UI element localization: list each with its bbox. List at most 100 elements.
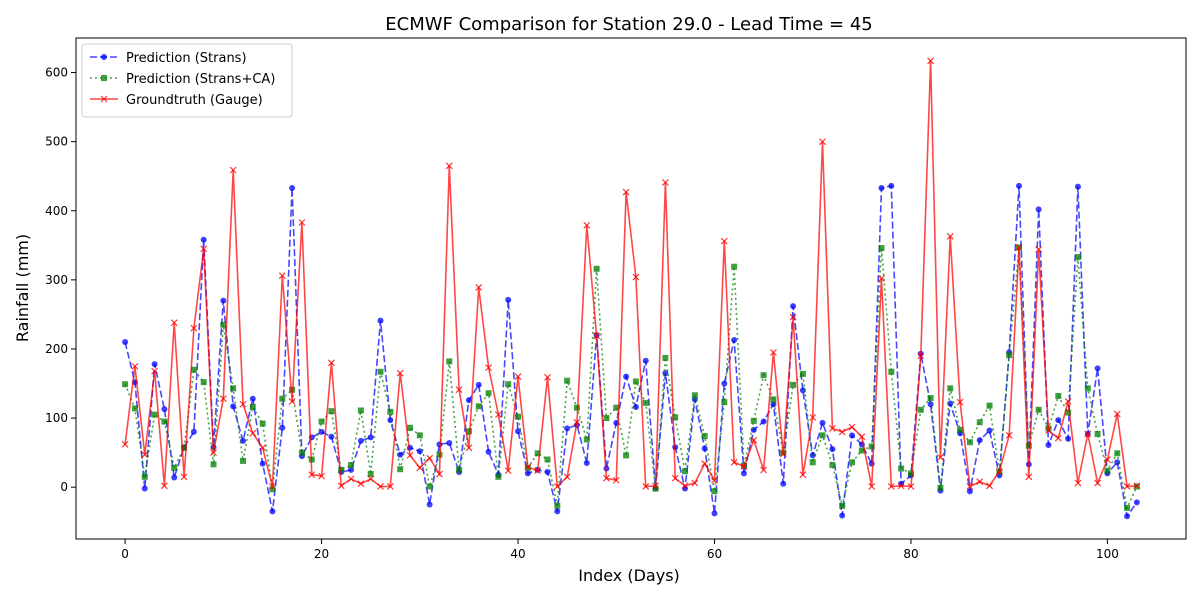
data-point [740, 463, 748, 470]
data-point [986, 402, 993, 409]
data-point [849, 432, 856, 439]
data-point [976, 478, 984, 486]
data-point [760, 466, 768, 474]
data-point [219, 395, 227, 403]
data-point [436, 441, 443, 448]
data-point [878, 245, 885, 252]
data-point [348, 466, 355, 473]
data-point [161, 418, 168, 425]
data-point [122, 381, 129, 388]
data-point [151, 361, 158, 368]
data-point [161, 406, 168, 413]
series-line-0 [124, 184, 1138, 519]
data-point [1124, 504, 1131, 511]
y-tick-label: 300 [45, 273, 68, 287]
data-point [190, 428, 197, 435]
data-point [976, 437, 983, 444]
data-point [544, 373, 551, 381]
data-point [308, 471, 316, 479]
legend-marker-0 [101, 54, 107, 60]
data-point [691, 479, 699, 487]
x-tick-label: 80 [903, 547, 918, 561]
chart-title: ECMWF Comparison for Station 29.0 - Lead… [385, 14, 873, 35]
data-point [337, 482, 345, 490]
data-point [416, 448, 423, 455]
data-point [966, 483, 974, 490]
data-point [1084, 385, 1091, 392]
data-point [416, 464, 424, 472]
data-point [475, 284, 483, 291]
data-point [131, 405, 138, 412]
data-point [878, 275, 885, 282]
data-point [210, 449, 217, 457]
data-point [121, 440, 129, 448]
data-point [190, 324, 198, 332]
data-point [711, 476, 718, 484]
data-point [642, 399, 649, 406]
data-point [1025, 442, 1032, 449]
data-point [1065, 435, 1072, 442]
data-point [122, 339, 129, 346]
data-point [770, 401, 777, 408]
data-point [888, 182, 895, 189]
data-point [947, 385, 954, 392]
data-point [1113, 410, 1121, 418]
data-point [446, 358, 453, 365]
data-point [249, 395, 256, 402]
y-tick-label: 400 [45, 204, 68, 218]
legend-marker-1 [101, 75, 107, 81]
x-axis: 0 20 40 60 80 100 [121, 539, 1119, 561]
legend-label-1: Prediction (Strans+CA) [126, 72, 275, 87]
data-point [141, 473, 148, 480]
data-point [220, 297, 227, 304]
data-point [397, 466, 404, 473]
data-point [396, 369, 404, 377]
data-point [515, 413, 522, 420]
data-point [1045, 442, 1052, 449]
data-point [298, 219, 306, 226]
data-point [1084, 430, 1092, 438]
data-point [731, 336, 738, 343]
data-point [789, 313, 797, 321]
data-point [593, 265, 600, 272]
data-point [141, 451, 149, 459]
data-point [671, 474, 679, 482]
data-point [1094, 479, 1102, 487]
data-point [858, 433, 866, 441]
data-point [750, 417, 757, 424]
legend-box [81, 43, 293, 118]
data-point [907, 470, 914, 477]
data-point [878, 184, 885, 191]
data-point [672, 414, 679, 421]
legend-label-2: Groundtruth (Gauge) [126, 93, 263, 108]
data-point [328, 433, 335, 440]
data-point [780, 480, 787, 487]
data-point [1025, 473, 1033, 481]
data-point [259, 444, 267, 452]
data-point [898, 465, 905, 472]
data-point [131, 362, 139, 370]
x-tick-label: 100 [1096, 547, 1119, 561]
data-point [1065, 409, 1072, 416]
x-axis-label: Index (Days) [578, 566, 680, 585]
data-point [485, 390, 492, 397]
data-point [298, 449, 305, 456]
data-point [397, 451, 404, 458]
data-point [180, 473, 188, 481]
data-point [151, 411, 158, 418]
data-point [563, 473, 571, 481]
data-point [1006, 352, 1013, 359]
data-point [377, 317, 384, 324]
data-point [544, 456, 551, 463]
data-point [839, 502, 846, 509]
data-point [210, 461, 217, 468]
legend-label-0: Prediction (Strans) [126, 51, 247, 66]
data-point [269, 483, 276, 490]
data-point [838, 428, 846, 436]
data-point [701, 460, 709, 468]
y-axis-label: Rainfall (mm) [13, 234, 32, 342]
data-point [200, 245, 208, 253]
legend-marker-2 [100, 95, 108, 103]
data-point [318, 472, 325, 480]
